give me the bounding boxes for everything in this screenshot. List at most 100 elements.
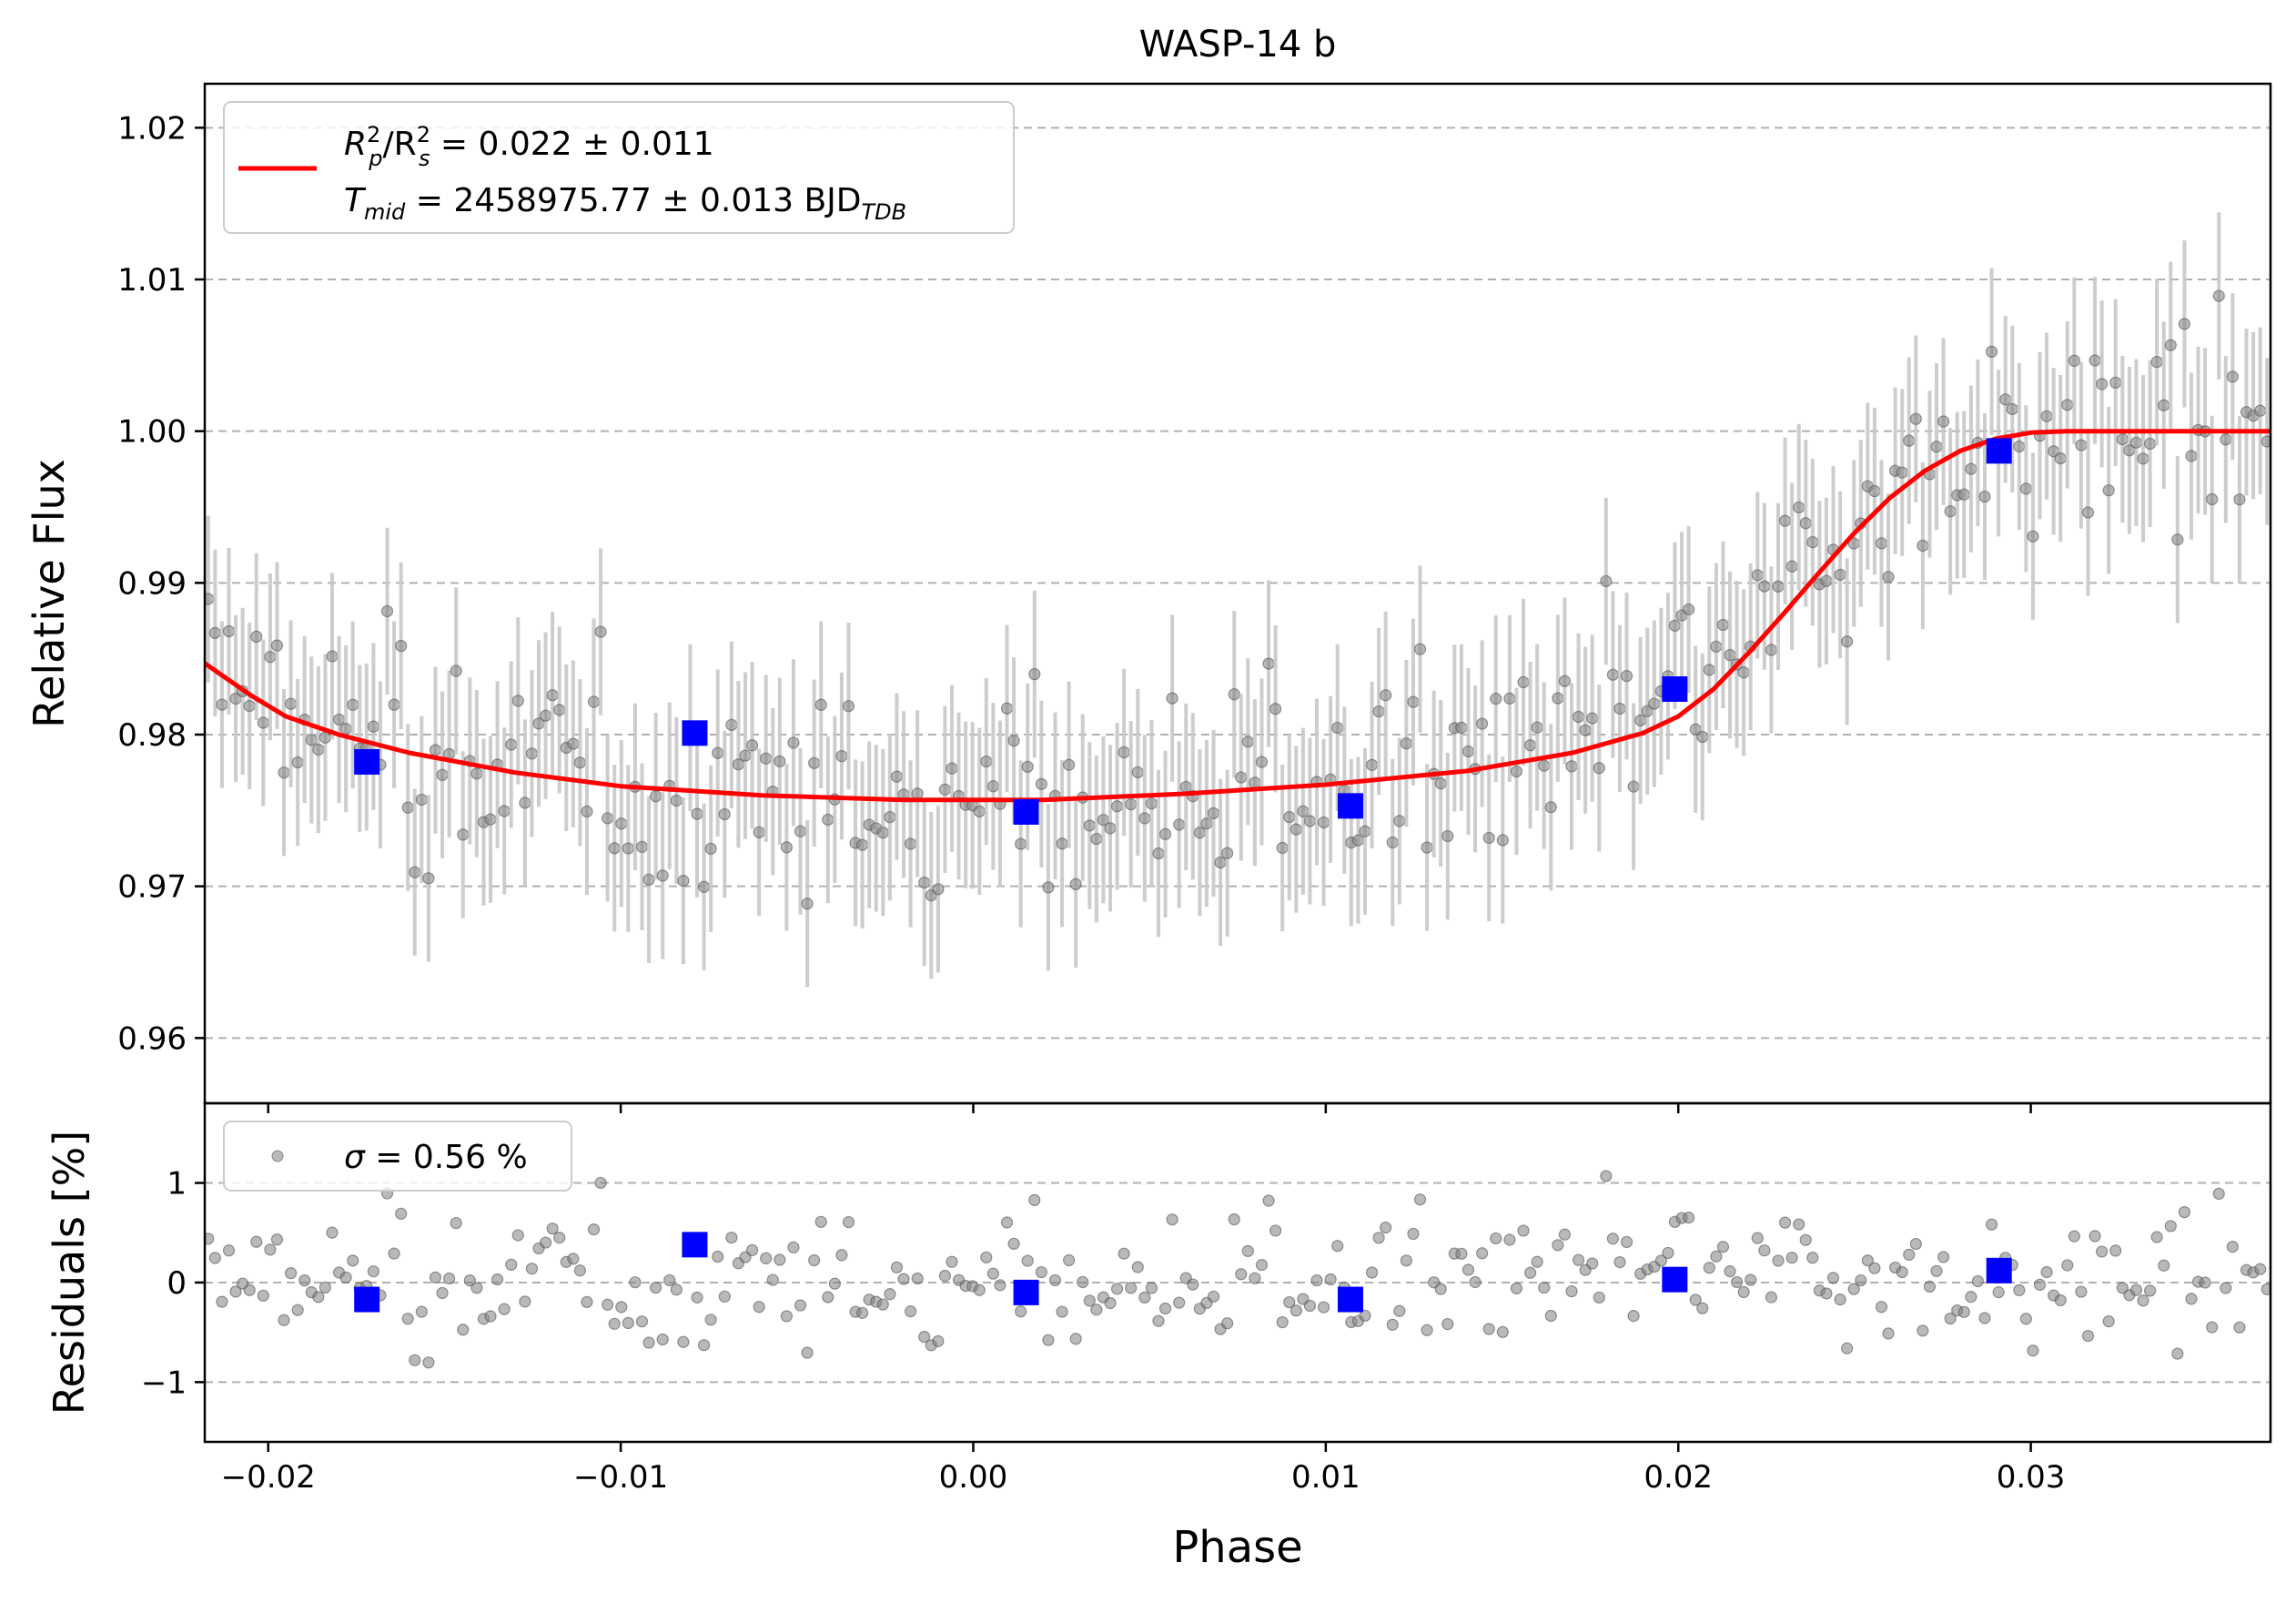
raw-point [2158,399,2170,411]
residual-point [718,1290,731,1303]
residual-point [615,1301,628,1314]
raw-point [780,841,793,854]
raw-point [1552,692,1564,705]
residual-point [1696,1302,1709,1314]
residual-point [1324,1273,1337,1286]
raw-point [1834,568,1846,582]
residual-point [1737,1285,1750,1299]
flux-y-tick-label: 1.02 [117,110,187,147]
residual-point [1868,1262,1881,1274]
residual-point [208,1252,221,1264]
flux-y-tick-label: 1.01 [117,262,187,299]
raw-point [822,813,834,827]
residual-point [2075,1285,2088,1298]
flux-y-ticks: 0.96 0.97 0.98 0.99 1.00 1.01 1.02 [117,110,205,1057]
raw-point [1930,441,1943,453]
raw-point [1476,717,1489,730]
raw-point [1868,484,1881,498]
raw-point [587,695,601,708]
residual-point [1069,1333,1082,1345]
residual-point [2116,1282,2129,1294]
raw-point [305,734,318,746]
raw-point [904,837,917,850]
residual-point [1441,1317,1454,1331]
raw-point [1042,881,1055,894]
residual-point [622,1316,634,1330]
residual-point [1434,1283,1447,1295]
residual-point [1606,1233,1619,1245]
raw-point [1193,827,1206,839]
raw-point [1441,829,1454,843]
x-ticks: −0.02 −0.01 0.00 0.01 0.02 0.03 [221,1103,2065,1496]
residual-point [629,1276,642,1289]
raw-point [1269,703,1282,715]
residuals-legend-box [223,1121,572,1192]
residual-point [1826,1272,1840,1284]
residual-point [787,1241,800,1253]
residual-point [1407,1227,1420,1241]
raw-point [697,880,711,893]
residual-point [691,1291,703,1304]
residual-point [1462,1263,1475,1276]
residual-point [801,1346,814,1359]
raw-point [1262,657,1275,670]
residual-point [1965,1291,1977,1304]
residual-point [2040,1265,2053,1279]
raw-point [1965,462,1977,475]
residual-point [774,1253,786,1266]
raw-point [1063,758,1076,771]
residual-point [2054,1294,2067,1307]
residual-point [1469,1275,1482,1289]
residual-point [897,1273,910,1285]
residuals-ylabel: Residuals [%] [45,1131,94,1415]
raw-point [2261,435,2271,448]
residual-point [2089,1230,2101,1243]
raw-point [1400,737,1412,750]
residual-point [712,1250,724,1263]
raw-point [608,842,621,855]
residual-point [835,1249,848,1262]
residual-point [1620,1235,1633,1249]
raw-point [1090,832,1103,846]
residual-point [1820,1287,1833,1300]
residual-point [2068,1230,2080,1243]
raw-point [842,700,855,713]
raw-point [1751,569,1764,582]
x-tick-label: −0.02 [221,1459,316,1496]
raw-point [1903,434,1916,447]
raw-point [677,875,690,888]
raw-point [2150,355,2163,369]
raw-point [539,709,552,722]
raw-point [932,883,945,896]
raw-point [2089,354,2101,367]
residual-point [808,1253,821,1267]
raw-point [2109,376,2122,389]
raw-point [429,744,442,756]
residual-point [1806,1252,1819,1264]
residual-point [1778,1216,1792,1229]
raw-point [1372,705,1385,718]
residual-point [946,1255,958,1268]
residual-point [1393,1304,1406,1317]
residual-point [457,1324,470,1336]
residual-point [1207,1290,1220,1303]
raw-point [787,736,800,749]
raw-point [1241,736,1254,748]
raw-point [1179,780,1192,794]
raw-point [718,807,731,821]
binned-residual-point [682,1232,708,1258]
residual-point [1269,1224,1282,1237]
raw-point [918,876,931,889]
residual-point [2081,1329,2095,1343]
residual-point [2233,1321,2246,1334]
residual-point [766,1273,779,1286]
residual-point [1131,1261,1144,1273]
residual-point [1125,1282,1138,1294]
raw-point [1985,345,1998,358]
binned-flux-point [1337,793,1363,819]
raw-point [2096,378,2109,391]
raw-point [1138,812,1151,825]
residual-point [409,1354,421,1366]
residual-point [828,1277,841,1290]
raw-point [1007,735,1020,747]
